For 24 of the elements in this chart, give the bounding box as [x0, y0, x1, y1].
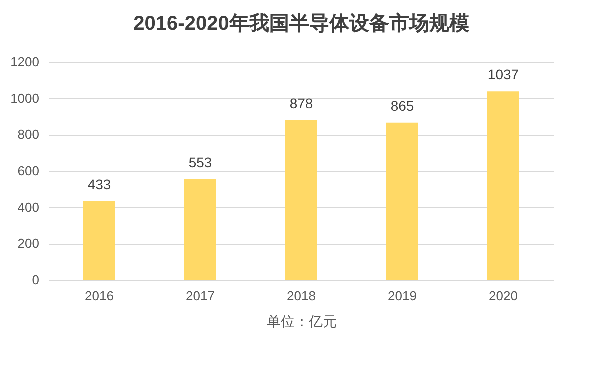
data-label: 1037: [488, 66, 520, 83]
y-tick-label: 600: [18, 164, 40, 178]
x-tick-label: 2020: [489, 288, 518, 304]
y-tick-label: 0: [32, 272, 40, 288]
bar: [488, 92, 520, 280]
y-tick-label: 800: [18, 127, 40, 142]
data-label: 553: [188, 154, 212, 171]
y-tick-label: 400: [18, 200, 40, 215]
y-tick-label: 200: [18, 236, 40, 252]
bar: [386, 122, 418, 280]
x-axis-title: 单位：亿元: [267, 314, 337, 330]
data-label: 433: [88, 176, 112, 192]
bar: [84, 201, 116, 280]
data-label: 878: [290, 95, 314, 112]
bar: [184, 180, 216, 280]
y-tick-label: 1200: [10, 54, 40, 70]
x-tick-label: 2017: [186, 288, 215, 304]
x-tick-label: 2016: [85, 288, 114, 304]
data-label: 865: [390, 98, 414, 114]
bar: [286, 120, 318, 280]
chart-title: 2016-2020年我国半导体设备市场规模: [134, 12, 470, 35]
x-tick-label: 2019: [388, 288, 417, 304]
x-tick-label: 2018: [287, 288, 316, 304]
y-tick-label: 1000: [10, 90, 40, 106]
